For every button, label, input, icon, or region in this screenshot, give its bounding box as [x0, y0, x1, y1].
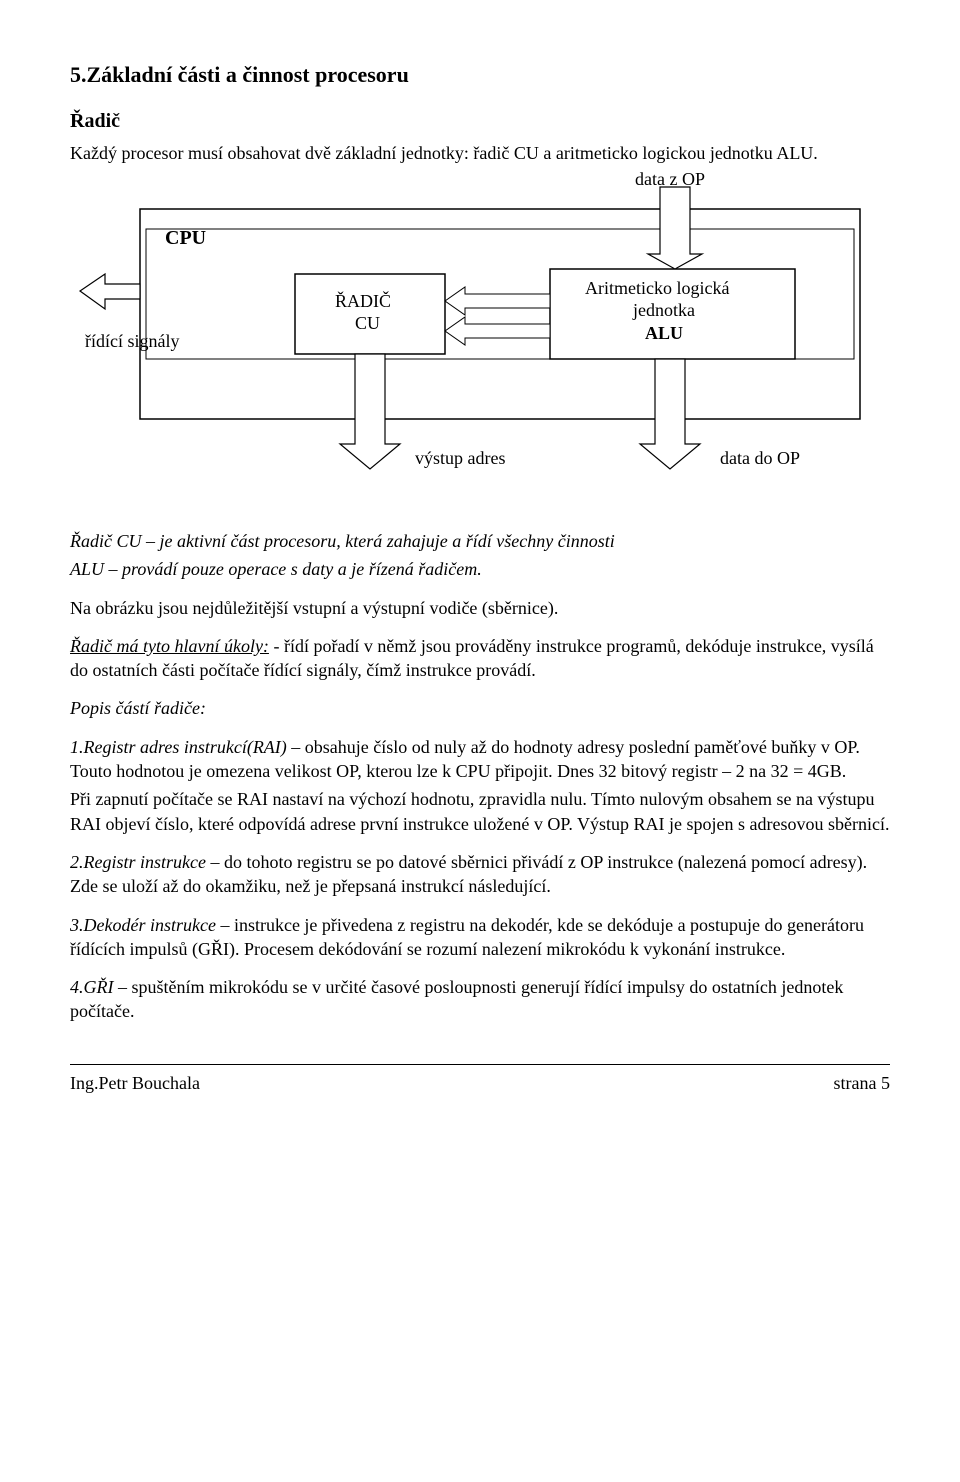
label-cu: CU [355, 313, 380, 333]
p1-label: 1.Registr adres instrukcí(RAI) [70, 737, 287, 757]
radic-cu-line: Řadič CU – je aktivní část procesoru, kt… [70, 529, 890, 553]
alu-line-span: ALU – provádí pouze operace s daty a je … [70, 559, 482, 579]
p2: 2.Registr instrukce – do tohoto registru… [70, 850, 890, 899]
sbernice-text: Na obrázku jsou nejdůležitější vstupní a… [70, 596, 890, 620]
radic-cu-span: Řadič CU – je aktivní část procesoru, kt… [70, 531, 615, 551]
cpu-diagram: data z OP CPU ŘADIČ CU Aritmeticko logic… [70, 169, 890, 509]
radic-ukoly-label: Řadič má tyto hlavní úkoly: [70, 636, 269, 656]
sub-title: Řadič [70, 108, 890, 135]
label-alu2: jednotka [632, 300, 695, 320]
label-cpu: CPU [165, 227, 206, 249]
intro-text: Každý procesor musí obsahovat dvě základ… [70, 141, 890, 165]
p3: 3.Dekodér instrukce – instrukce je přive… [70, 913, 890, 962]
radic-ukoly: Řadič má tyto hlavní úkoly: - řídí pořad… [70, 634, 890, 683]
footer: Ing.Petr Bouchala strana 5 [70, 1064, 890, 1095]
label-ridici-signaly: řídící signály [85, 331, 179, 351]
label-vystup-adres: výstup adres [415, 448, 505, 468]
label-alu1: Aritmeticko logická [585, 278, 729, 298]
p4-rest: – spuštěním mikrokódu se v určité časové… [70, 977, 843, 1021]
label-radic: ŘADIČ [335, 290, 391, 311]
p4-label: 4.GŘI [70, 977, 114, 997]
label-alu3: ALU [645, 323, 683, 343]
p2-label: 2.Registr instrukce [70, 852, 206, 872]
popis-casti: Popis částí řadiče: [70, 696, 890, 720]
p1b: Při zapnutí počítače se RAI nastaví na v… [70, 787, 890, 836]
section-title: 5.Základní části a činnost procesoru [70, 60, 890, 90]
footer-right: strana 5 [834, 1071, 890, 1095]
alu-line: ALU – provádí pouze operace s daty a je … [70, 557, 890, 581]
p4: 4.GŘI – spuštěním mikrokódu se v určité … [70, 975, 890, 1024]
p3-label: 3.Dekodér instrukce [70, 915, 216, 935]
p1: 1.Registr adres instrukcí(RAI) – obsahuj… [70, 735, 890, 784]
footer-left: Ing.Petr Bouchala [70, 1071, 200, 1095]
label-data-do-op: data do OP [720, 448, 800, 468]
popis-casti-span: Popis částí řadiče: [70, 698, 206, 718]
